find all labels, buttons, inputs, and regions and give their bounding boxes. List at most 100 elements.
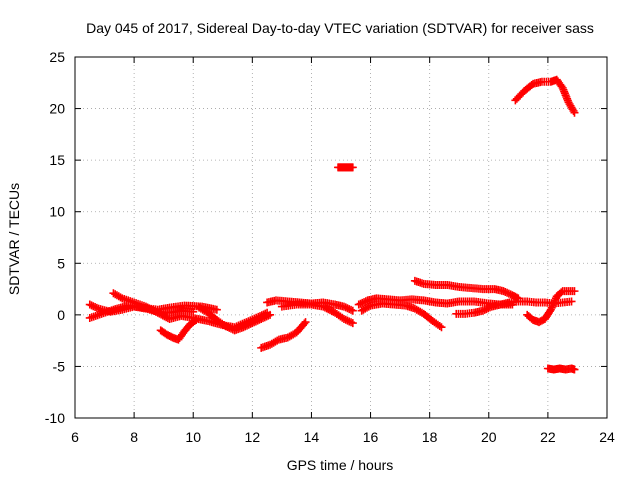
data-series-track-9	[334, 163, 357, 172]
data-point-marker	[243, 321, 252, 330]
data-point-marker	[260, 313, 269, 322]
chart-title: Day 045 of 2017, Sidereal Day-to-day VTE…	[86, 20, 594, 36]
data-series	[85, 75, 579, 374]
data-point-marker	[354, 300, 363, 309]
y-tick-label: 25	[49, 49, 65, 65]
data-series-track-14	[523, 287, 579, 327]
data-point-marker	[347, 318, 356, 327]
data-series-track-11	[357, 299, 446, 332]
data-point-marker	[341, 303, 350, 312]
data-point-marker	[567, 297, 576, 306]
data-point-marker	[348, 163, 357, 172]
y-axis-label: SDTVAR / TECUs	[6, 183, 22, 295]
data-point-marker	[239, 323, 248, 332]
data-point-marker	[273, 336, 282, 345]
data-point-marker	[343, 304, 352, 313]
data-point-marker	[345, 305, 354, 314]
x-tick-label: 16	[363, 429, 379, 445]
data-point-marker	[570, 108, 579, 117]
data-point-marker	[116, 293, 125, 302]
data-point-marker	[485, 303, 494, 312]
data-point-marker	[85, 300, 94, 309]
data-point-marker	[356, 299, 365, 308]
data-point-marker	[345, 317, 354, 326]
data-point-marker	[262, 312, 271, 321]
data-point-marker	[87, 301, 96, 310]
data-point-marker	[241, 322, 250, 331]
data-point-marker	[348, 319, 357, 328]
data-point-marker	[480, 305, 489, 314]
data-point-marker	[482, 305, 491, 314]
x-tick-label: 14	[304, 429, 320, 445]
data-point-marker	[504, 289, 513, 298]
data-point-marker	[569, 106, 578, 115]
plot-frame	[74, 56, 608, 419]
data-point-marker	[437, 323, 446, 332]
data-point-marker	[499, 287, 508, 296]
y-tick-label: -10	[45, 410, 65, 426]
data-point-marker	[361, 297, 370, 306]
data-point-marker	[360, 298, 369, 307]
data-series-track-12	[410, 276, 523, 303]
data-point-marker	[301, 318, 310, 327]
data-point-marker	[89, 302, 98, 311]
data-point-marker	[225, 323, 234, 332]
y-tick-label: 10	[49, 204, 65, 220]
data-point-marker	[358, 298, 367, 307]
data-point-marker	[343, 316, 352, 325]
data-point-marker	[347, 305, 356, 314]
data-point-marker	[244, 320, 253, 329]
data-point-marker	[257, 314, 266, 323]
data-point-marker	[435, 321, 444, 330]
data-point-marker	[570, 287, 579, 296]
data-point-marker	[221, 322, 230, 331]
data-series-track-6	[257, 318, 310, 352]
data-point-marker	[570, 365, 579, 374]
data-point-marker	[503, 288, 512, 297]
data-point-marker	[190, 317, 199, 326]
data-point-marker	[478, 306, 487, 315]
y-tick-label: -5	[53, 358, 66, 374]
data-point-marker	[266, 310, 275, 319]
data-series-track-4	[156, 316, 201, 344]
data-point-marker	[501, 287, 510, 296]
data-series-track-8	[277, 300, 357, 328]
y-tick-label: 20	[49, 101, 65, 117]
data-point-marker	[246, 319, 255, 328]
data-point-marker	[253, 316, 262, 325]
x-tick-label: 6	[71, 429, 79, 445]
x-axis-label: GPS time / hours	[287, 457, 394, 473]
data-point-marker	[192, 316, 201, 325]
data-point-marker	[339, 302, 348, 311]
x-tick-label: 12	[245, 429, 261, 445]
y-tick-label: 15	[49, 152, 65, 168]
x-tick-label: 24	[599, 429, 615, 445]
data-point-marker	[300, 319, 309, 328]
axis-ticks: 6 8 10 12 14 16 18 20 22 24 -10 -5 0 5 10 15 20 25	[45, 49, 615, 445]
y-tick-label: 5	[57, 255, 65, 271]
data-point-marker	[248, 319, 257, 328]
data-point-marker	[92, 303, 101, 312]
x-tick-label: 10	[185, 429, 201, 445]
data-point-marker	[227, 324, 236, 333]
data-point-marker	[250, 318, 259, 327]
data-point-marker	[348, 306, 357, 315]
data-series-track-15	[511, 75, 579, 117]
x-tick-label: 18	[422, 429, 438, 445]
x-tick-label: 20	[481, 429, 497, 445]
data-point-marker	[341, 315, 350, 324]
data-point-marker	[251, 317, 260, 326]
data-point-marker	[258, 314, 267, 323]
x-tick-label: 8	[130, 429, 138, 445]
grid-lines	[75, 57, 607, 418]
data-point-marker	[364, 302, 373, 311]
data-series-track-5	[195, 303, 275, 335]
data-point-marker	[484, 304, 493, 313]
x-tick-label: 22	[540, 429, 556, 445]
data-point-marker	[91, 303, 100, 312]
data-point-marker	[339, 314, 348, 323]
y-tick-label: 0	[57, 307, 65, 323]
data-series-track-16	[543, 364, 579, 374]
data-point-marker	[264, 311, 273, 320]
